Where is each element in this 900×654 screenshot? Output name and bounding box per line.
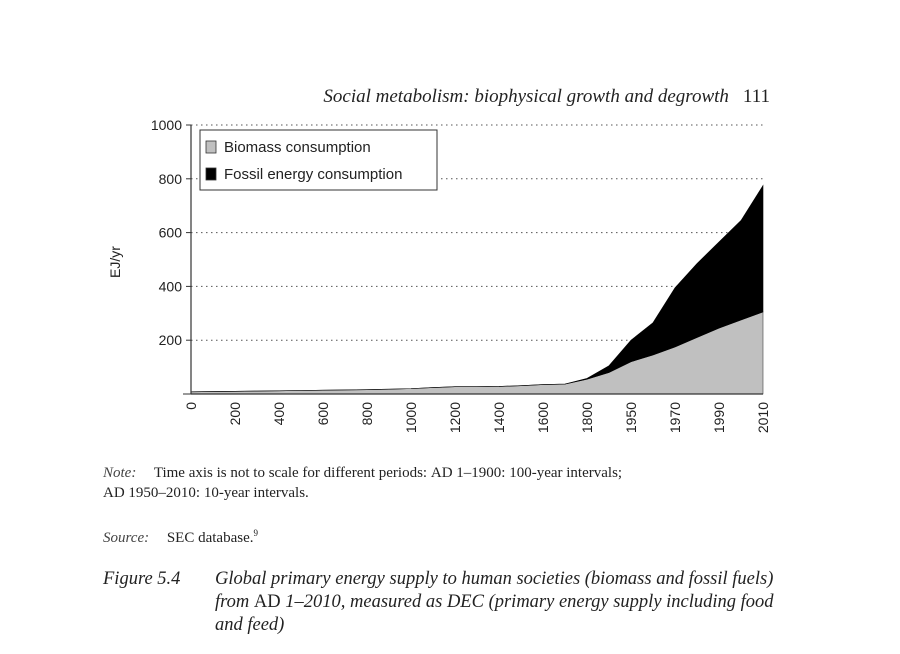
note: Note: Time axis is not to scale for diff… [103,463,622,503]
x-tick-label: 1970 [667,402,683,433]
page-number: 111 [742,86,770,107]
energy-chart: 200 400 600 800 1000 0 200 400 600 800 1000 1200 140… [107,117,771,433]
area-fossil [190,184,764,393]
source: Source: SEC database.9 [103,523,258,548]
caption-part: Global primary energy supply to human so… [215,569,774,612]
legend-label: Biomass consumption [224,139,371,156]
legend-label: Fossil energy consumption [224,166,402,183]
running-header: Social metabolism: biophysical growth an… [250,86,770,108]
x-tick-label: 1000 [403,402,419,433]
x-tick-label: 0 [183,402,199,410]
y-axis-label: EJ/yr [107,246,123,278]
note-text: 1950–2010: 10-year intervals. [128,485,309,501]
figure-caption: Figure 5.4 Global primary energy supply … [103,568,775,637]
legend-swatch [205,140,217,154]
x-tick-label: 1400 [491,402,507,433]
note-label: Note: [103,465,137,481]
x-tick-label: 2010 [755,402,771,433]
x-tick-label: 1990 [711,402,727,433]
source-text: SEC database. [166,530,254,546]
y-tick-label: 1000 [151,117,182,133]
legend [199,129,438,191]
running-title: Social metabolism: biophysical growth an… [323,86,729,107]
source-label: Source: [103,530,150,546]
x-tick-label: 600 [315,402,331,426]
caption-ad: AD [253,592,281,612]
x-tick-label: 200 [227,402,243,426]
x-tick-label: 1200 [447,402,463,433]
figure-number: Figure 5.4 [103,569,181,589]
x-tick-label: 1950 [623,402,639,433]
note-text: 1–1900: 100-year intervals; [456,465,623,481]
note-ad: AD [103,485,125,501]
footnote-ref: 9 [253,528,259,538]
y-tick-label: 200 [159,332,183,348]
x-tick-label: 800 [359,402,375,426]
legend-swatch [205,167,217,181]
note-ad: AD [430,465,453,481]
caption-part: 1–2010, measured as DEC (primary energy … [215,592,774,635]
y-tick-label: 600 [159,225,183,241]
y-tick-label: 400 [159,278,183,294]
x-tick-label: 1800 [579,402,595,433]
note-text: Time axis is not to scale for different … [153,465,428,481]
y-tick-label: 800 [159,171,183,187]
x-tick-label: 400 [271,402,287,426]
caption-text: Global primary energy supply to human so… [215,568,775,637]
x-tick-label: 1600 [535,402,551,433]
